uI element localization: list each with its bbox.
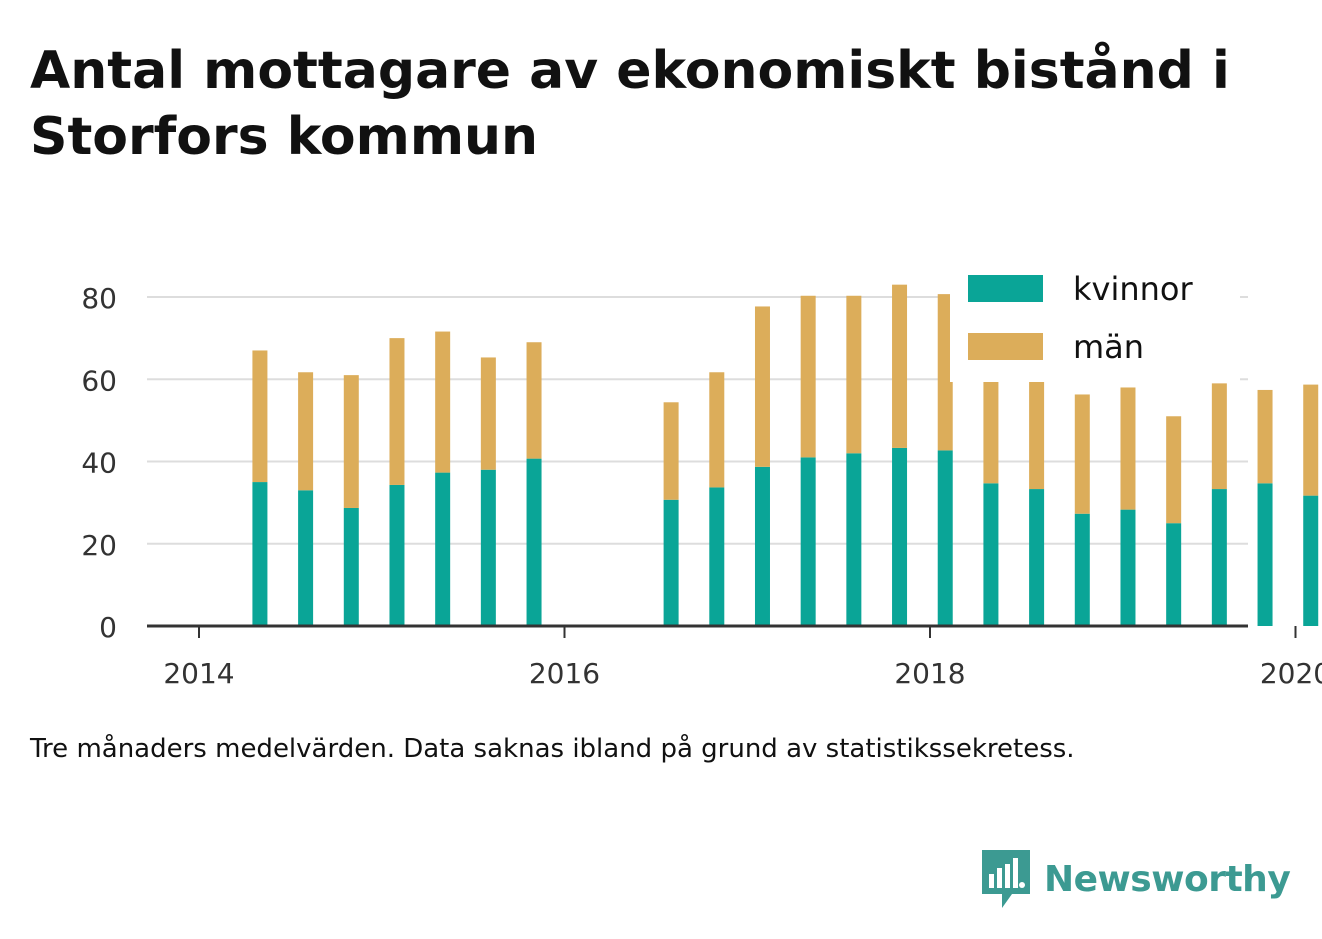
bar-man xyxy=(754,306,770,467)
bar-kvinnor xyxy=(709,487,725,626)
bar-kvinnor xyxy=(252,482,268,626)
bar-kvinnor xyxy=(435,472,451,626)
x-tick-label: 2014 xyxy=(163,657,234,690)
bar-kvinnor xyxy=(343,507,359,626)
bar-kvinnor xyxy=(1257,483,1273,626)
bar-man xyxy=(526,342,542,459)
bar-man xyxy=(937,294,953,451)
bar-kvinnor xyxy=(480,469,496,626)
bar-kvinnor xyxy=(1120,509,1136,626)
bar-kvinnor xyxy=(526,458,542,626)
legend-label: män xyxy=(1073,328,1144,366)
bar-man xyxy=(663,402,679,500)
y-tick-label: 60 xyxy=(81,364,117,397)
bar-kvinnor xyxy=(1074,513,1090,626)
bar-kvinnor xyxy=(800,457,816,626)
y-axis-ticks: 0 20 40 60 80 xyxy=(81,282,117,644)
y-tick-label: 80 xyxy=(81,282,117,315)
bar-man xyxy=(1211,383,1227,490)
bar-kvinnor xyxy=(1029,489,1045,626)
newsworthy-logo: Newsworthy xyxy=(980,848,1291,910)
bar-man xyxy=(1166,416,1182,524)
newsworthy-logo-icon xyxy=(982,850,1030,908)
bar-kvinnor xyxy=(754,466,770,626)
bar-man xyxy=(480,357,496,470)
bar-kvinnor xyxy=(1166,523,1182,626)
bar-man xyxy=(800,295,816,458)
legend-swatch xyxy=(968,333,1043,360)
legend-swatch xyxy=(968,275,1043,302)
newsworthy-logo-text: Newsworthy xyxy=(1044,858,1291,900)
bar-man xyxy=(709,372,725,488)
legend: kvinnor män xyxy=(950,262,1240,382)
bars xyxy=(252,284,1319,626)
x-tick-label: 2018 xyxy=(894,657,965,690)
bar-kvinnor xyxy=(892,447,908,626)
bar-man xyxy=(298,372,314,491)
bar-kvinnor xyxy=(663,499,679,626)
bar-kvinnor xyxy=(983,483,999,626)
bar-kvinnor xyxy=(298,490,314,626)
bar-man xyxy=(892,284,908,448)
x-tick-label: 2016 xyxy=(529,657,600,690)
bar-kvinnor xyxy=(937,450,953,626)
y-tick-label: 0 xyxy=(99,611,117,644)
y-tick-label: 40 xyxy=(81,447,117,480)
bar-kvinnor xyxy=(1303,495,1319,626)
bar-man xyxy=(983,350,999,484)
bar-man xyxy=(389,338,405,485)
bar-man xyxy=(1120,387,1136,510)
bar-kvinnor xyxy=(1211,489,1227,626)
y-tick-label: 20 xyxy=(81,529,117,562)
x-axis: 201420162018202020222024 xyxy=(147,624,1322,690)
bar-man xyxy=(1257,389,1273,484)
bar-man xyxy=(1303,384,1319,496)
bar-man xyxy=(435,331,451,473)
chart-title: Antal mottagare av ekonomiskt bistånd i … xyxy=(30,41,1230,167)
bar-man xyxy=(1029,371,1045,490)
bar-man xyxy=(1074,394,1090,514)
bar-man xyxy=(846,295,862,454)
legend-label: kvinnor xyxy=(1073,270,1194,308)
chart-footnote: Tre månaders medelvärden. Data saknas ib… xyxy=(30,734,1075,764)
bar-man xyxy=(343,375,359,508)
bar-man xyxy=(252,350,268,483)
bar-kvinnor xyxy=(846,453,862,626)
bar-kvinnor xyxy=(389,484,405,626)
x-tick-label: 2020 xyxy=(1260,657,1322,690)
